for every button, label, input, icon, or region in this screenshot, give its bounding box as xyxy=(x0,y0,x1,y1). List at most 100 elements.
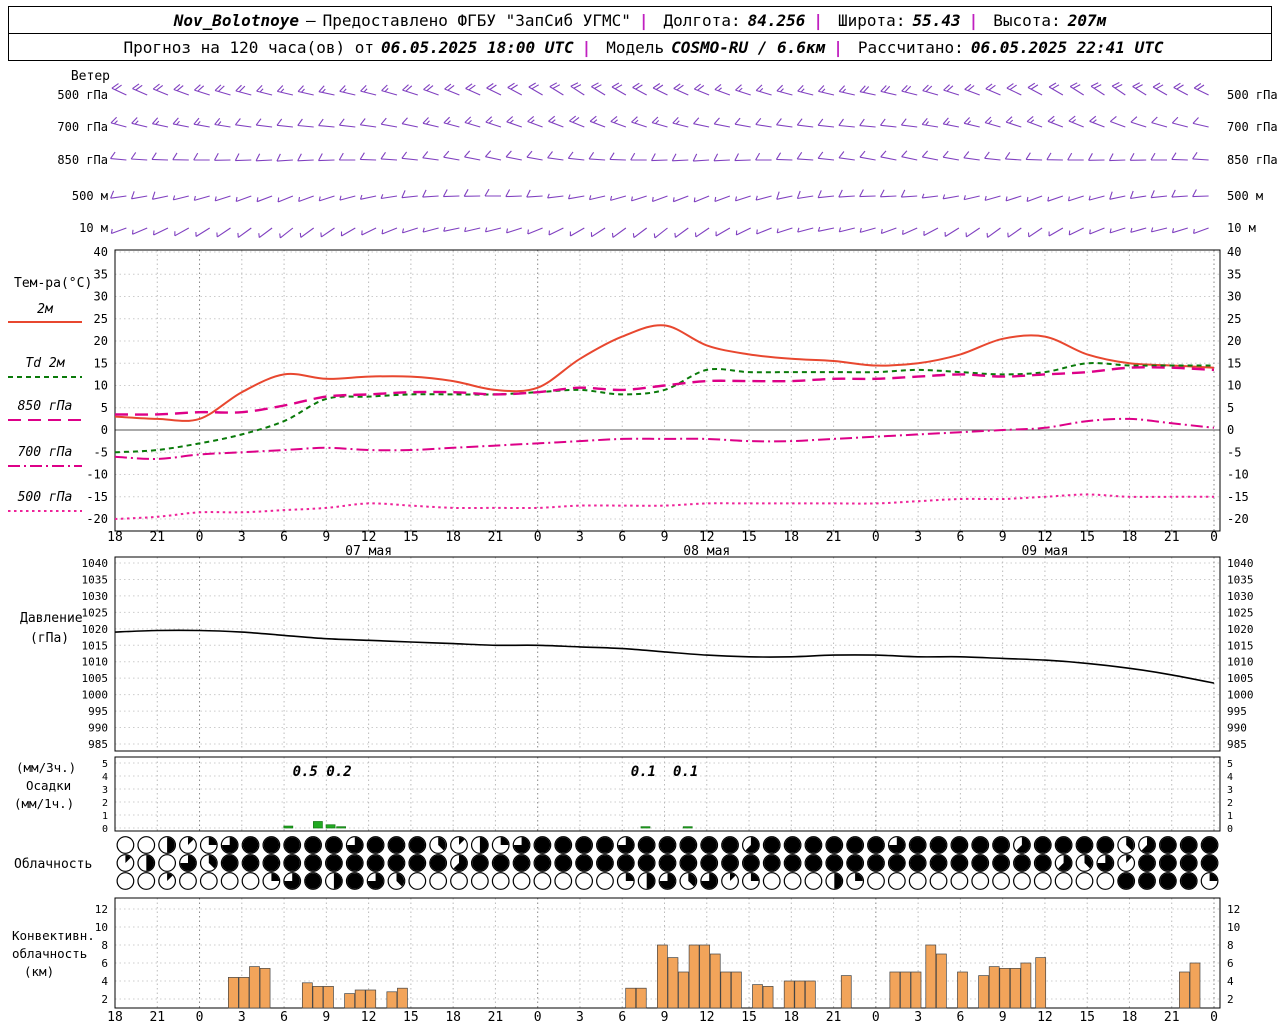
forecast-label: Прогноз на 120 часа(ов) от xyxy=(123,37,374,57)
svg-text:1030: 1030 xyxy=(1227,590,1254,603)
convective-bar xyxy=(709,953,721,1009)
convective-bar xyxy=(228,977,239,1009)
convective-bar xyxy=(635,987,647,1009)
svg-text:1010: 1010 xyxy=(1227,656,1254,669)
convective-bar xyxy=(667,957,679,1009)
svg-text:08 мая: 08 мая xyxy=(683,544,730,559)
convective-bar xyxy=(936,953,947,1009)
svg-text:30: 30 xyxy=(94,290,108,304)
svg-text:21: 21 xyxy=(149,530,165,545)
wind-barb-row-1 xyxy=(110,115,1209,128)
svg-text:1025: 1025 xyxy=(82,606,109,619)
svg-text:1: 1 xyxy=(102,811,108,822)
convective-bar xyxy=(397,987,408,1009)
svg-text:995: 995 xyxy=(88,705,108,718)
station-name: Nov_Bolotnoye xyxy=(173,10,299,30)
svg-text:(гПа): (гПа) xyxy=(30,631,69,646)
separator: | xyxy=(638,10,649,30)
svg-text:-15: -15 xyxy=(1227,490,1249,504)
svg-text:18: 18 xyxy=(1122,530,1138,545)
temperature-series-3 xyxy=(114,417,1215,460)
svg-text:0.1: 0.1 xyxy=(673,764,698,780)
svg-text:850 гПа: 850 гПа xyxy=(18,399,73,414)
longitude-label: Долгота: xyxy=(663,10,741,30)
wind-barb-row-2 xyxy=(110,150,1209,162)
svg-text:-10: -10 xyxy=(1227,468,1249,482)
convective-bar xyxy=(762,986,774,1009)
precip-label: (мм/3ч.) Осадки (мм/1ч.) xyxy=(14,760,76,811)
convective-bar xyxy=(365,989,377,1009)
svg-text:0: 0 xyxy=(101,423,108,437)
svg-text:10: 10 xyxy=(95,921,108,934)
svg-text:09 мая: 09 мая xyxy=(1021,544,1068,559)
svg-text:990: 990 xyxy=(1227,722,1247,735)
provider-text: Предоставлено ФГБУ "ЗапСиб УГМС" xyxy=(322,10,631,30)
svg-text:12: 12 xyxy=(361,530,377,545)
svg-text:21: 21 xyxy=(1164,1010,1180,1024)
svg-text:700 гПа: 700 гПа xyxy=(18,445,73,460)
svg-text:20: 20 xyxy=(94,334,108,348)
header-row-1: Nov_Bolotnoye — Предоставлено ФГБУ "ЗапС… xyxy=(9,7,1271,33)
svg-text:1025: 1025 xyxy=(1227,606,1254,619)
svg-text:3: 3 xyxy=(914,1010,922,1024)
svg-text:0: 0 xyxy=(872,530,880,545)
svg-text:5: 5 xyxy=(102,759,108,770)
convective-bar xyxy=(657,944,668,1009)
temperature-series-0 xyxy=(114,324,1215,422)
calc-value: 06.05.2025 22:41 UTC xyxy=(970,37,1164,57)
svg-text:9: 9 xyxy=(322,530,330,545)
svg-text:35: 35 xyxy=(1227,267,1241,281)
svg-text:(мм/3ч.): (мм/3ч.) xyxy=(16,760,76,775)
header-row-2: Прогноз на 120 часа(ов) от 06.05.2025 18… xyxy=(9,33,1271,60)
svg-text:1000: 1000 xyxy=(1227,689,1254,702)
svg-text:1040: 1040 xyxy=(82,557,109,570)
svg-text:500 гПа: 500 гПа xyxy=(57,88,108,102)
svg-text:-10: -10 xyxy=(86,468,108,482)
svg-text:4: 4 xyxy=(101,975,108,988)
svg-text:18: 18 xyxy=(783,1010,799,1024)
convective-bar xyxy=(238,977,250,1009)
svg-text:2: 2 xyxy=(1227,993,1234,1006)
dash: — xyxy=(305,10,316,30)
svg-text:3: 3 xyxy=(238,1010,246,1024)
svg-text:Облачность: Облачность xyxy=(14,857,92,872)
convective-bar xyxy=(688,944,700,1009)
svg-text:15: 15 xyxy=(1079,530,1095,545)
svg-text:Тем-ра(°C): Тем-ра(°C) xyxy=(14,276,92,291)
svg-text:Давление: Давление xyxy=(20,611,83,626)
precip-bar xyxy=(640,826,651,829)
svg-text:4: 4 xyxy=(1227,975,1234,988)
svg-text:(км): (км) xyxy=(24,964,54,979)
svg-text:9: 9 xyxy=(999,530,1007,545)
svg-text:0: 0 xyxy=(534,530,542,545)
svg-text:Осадки: Осадки xyxy=(26,778,71,793)
svg-text:6: 6 xyxy=(956,530,964,545)
svg-text:990: 990 xyxy=(88,722,108,735)
svg-text:6: 6 xyxy=(280,530,288,545)
convective-bar xyxy=(840,975,852,1009)
svg-text:-5: -5 xyxy=(94,445,108,459)
svg-text:4: 4 xyxy=(102,772,108,783)
svg-text:21: 21 xyxy=(488,1010,504,1024)
convective-bar xyxy=(1009,968,1021,1009)
svg-text:985: 985 xyxy=(1227,738,1247,751)
svg-text:25: 25 xyxy=(1227,312,1241,326)
pressure-panel: 985 985 990 990 995 995 1000 1000 1005 1005 1010 10… xyxy=(82,556,1254,752)
svg-text:6: 6 xyxy=(618,530,626,545)
svg-text:0: 0 xyxy=(1210,1010,1218,1024)
svg-text:1005: 1005 xyxy=(82,672,109,685)
convective-bar xyxy=(699,944,711,1009)
svg-text:3: 3 xyxy=(914,530,922,545)
svg-text:2м: 2м xyxy=(37,302,54,317)
svg-text:1030: 1030 xyxy=(82,590,109,603)
latitude-label: Широта: xyxy=(838,10,906,30)
svg-text:0: 0 xyxy=(196,1010,204,1024)
svg-text:1015: 1015 xyxy=(1227,639,1254,652)
svg-text:0.5: 0.5 xyxy=(293,764,318,780)
wind-barb-row-4 xyxy=(110,226,1209,239)
svg-text:1: 1 xyxy=(1227,811,1233,822)
altitude-value: 207м xyxy=(1067,10,1107,30)
svg-text:15: 15 xyxy=(1227,356,1241,370)
svg-text:0.2: 0.2 xyxy=(326,764,351,780)
